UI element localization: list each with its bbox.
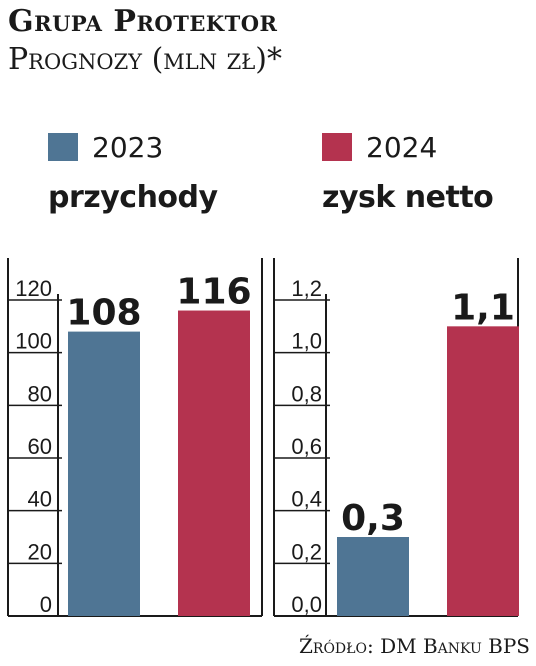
- panel-1-y-tick-label: 40: [28, 487, 52, 512]
- panel-label-zysk-netto: zysk netto: [322, 180, 494, 215]
- panel-2-y-tick-label: 0,2: [291, 539, 322, 564]
- panel-1-y-tick-label: 80: [28, 381, 52, 406]
- panel-1-y-tick-label: 100: [15, 329, 52, 354]
- legend-item-2024: 2024: [322, 130, 438, 164]
- source-note: Źródło: DM Banku BPS: [299, 634, 530, 658]
- panel-2-bar-value-label: 1,1: [451, 287, 515, 328]
- panel-1-y-tick-label: 120: [15, 276, 52, 301]
- panel-1-bar-value-label: 108: [66, 293, 141, 334]
- panel-2-y-tick-label: 0,6: [291, 434, 322, 459]
- panel-2-y-tick-label: 0,0: [291, 592, 322, 617]
- panel-1-y-tick-label: 20: [28, 539, 52, 564]
- panel-label-przychody: przychody: [48, 180, 218, 215]
- legend-swatch-2024: [322, 133, 352, 161]
- panel-2-y-tick-label: 1,2: [291, 276, 322, 301]
- legend-swatch-2023: [48, 133, 78, 161]
- panel-2-y-tick-label: 0,4: [291, 487, 322, 512]
- panel-1-y-tick-label: 0: [40, 592, 52, 617]
- panel-1-bar-value-label: 116: [176, 272, 251, 313]
- legend-item-2023: 2023: [48, 130, 164, 164]
- panel-2-bar-value-label: 0,3: [341, 498, 405, 539]
- panel-1-bar-2024: [178, 310, 250, 616]
- panel-2-y-tick-label: 1,0: [291, 329, 322, 354]
- panel-1-y-tick-label: 60: [28, 434, 52, 459]
- panel-2-y-tick-label: 0,8: [291, 381, 322, 406]
- panel-1-bar-2023: [68, 331, 140, 616]
- panel-2-bar-2024: [447, 326, 519, 616]
- legend-label-2023: 2023: [92, 130, 164, 164]
- panel-2-bar-2023: [337, 537, 409, 616]
- chart-subtitle: Prognozy (mln zł)*: [8, 42, 282, 77]
- legend-label-2024: 2024: [366, 130, 438, 164]
- chart-title: Grupa Protektor: [8, 4, 278, 39]
